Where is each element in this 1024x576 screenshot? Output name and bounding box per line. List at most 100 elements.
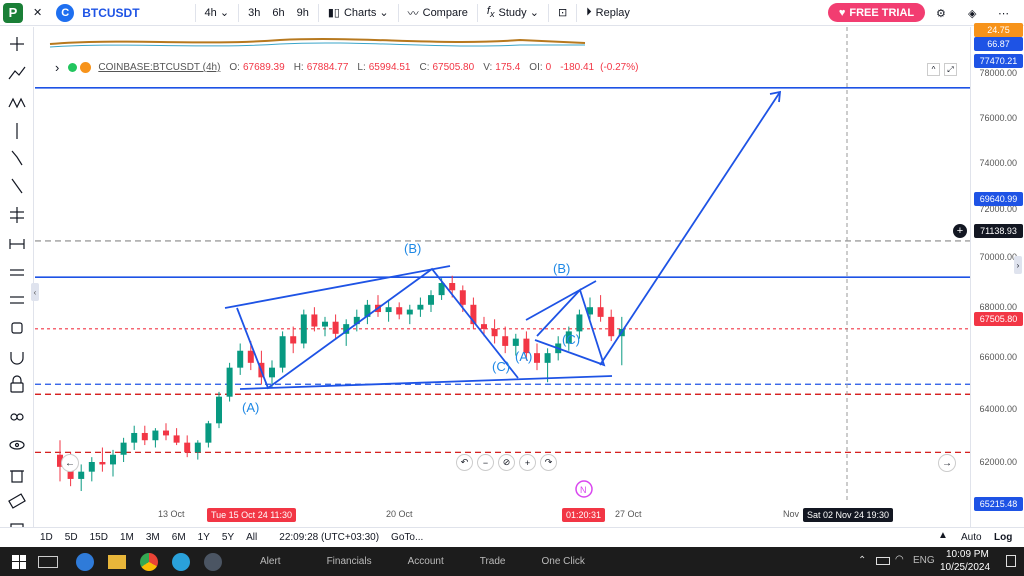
telegram-icon[interactable] — [172, 552, 190, 571]
news-marker-icon[interactable] — [575, 480, 593, 498]
chrome-icon[interactable] — [140, 552, 158, 571]
more-icon[interactable]: ⋯ — [998, 7, 1009, 20]
scroll-left-button[interactable]: ← — [61, 454, 79, 472]
legend-source[interactable]: COINBASE:BTCUSDT (4h) — [98, 62, 221, 73]
elliott-wave-drawing[interactable] — [224, 90, 782, 390]
price-axis[interactable]: 78000.00 76000.00 74000.00 72000.00 7000… — [970, 23, 1024, 527]
regression-tool-icon[interactable] — [10, 269, 24, 276]
range-15d[interactable]: 15D — [89, 532, 108, 543]
small-triangle-top[interactable] — [525, 280, 597, 321]
range-1m[interactable]: 1M — [119, 532, 134, 543]
taskbar-time[interactable]: 10:09 PM — [946, 549, 989, 560]
lock-tool-icon[interactable] — [10, 375, 24, 393]
language-indicator[interactable]: ENG — [913, 555, 935, 566]
wave-path-main[interactable] — [236, 267, 519, 390]
price-tick: 66000.00 — [979, 352, 1017, 362]
candle — [163, 423, 169, 441]
interval-6h-button[interactable]: 6h — [272, 6, 285, 19]
legend-maximize-icon[interactable]: ⤢ — [944, 63, 957, 76]
zoom-in-icon[interactable]: + — [519, 454, 536, 471]
small-wave-path[interactable] — [534, 288, 606, 367]
wifi-icon[interactable]: ◠ — [895, 554, 904, 565]
time-axis[interactable]: 13 Oct 20 Oct 27 Oct Nov Tue 15 Oct 24 1… — [35, 503, 970, 527]
reset-zoom-icon[interactable]: ⊘ — [498, 454, 515, 471]
zigzag-tool-icon[interactable] — [8, 97, 26, 109]
text-tool-icon[interactable] — [10, 296, 24, 304]
legend-minimize-icon[interactable]: ^ — [927, 63, 940, 76]
taskbar-account[interactable]: Account — [407, 556, 444, 567]
legend-collapse-icon[interactable]: › — [55, 60, 60, 75]
taskbar-one-click[interactable]: One Click — [541, 556, 585, 567]
navigator-strip[interactable] — [49, 38, 586, 45]
range-5y[interactable]: 5Y — [221, 532, 235, 543]
eye-tool-icon[interactable] — [9, 440, 25, 450]
candle — [78, 464, 85, 492]
ray-tool-icon[interactable] — [11, 150, 23, 166]
ruler-tool-icon[interactable] — [8, 493, 26, 509]
left-toolbar-collapse-icon[interactable]: ‹ — [31, 283, 39, 301]
interval-4h-dropdown[interactable]: 4h ⌄ — [199, 2, 236, 24]
zoom-out-icon[interactable]: − — [477, 454, 494, 471]
fib-tool-icon[interactable] — [10, 207, 24, 223]
brush-tool-icon[interactable] — [11, 322, 23, 334]
camera-icon[interactable]: ⊡ — [557, 7, 568, 19]
edge-browser-icon[interactable] — [76, 552, 94, 571]
system-tray-up-icon[interactable]: ⌃ — [858, 555, 867, 566]
candle — [205, 420, 212, 448]
big-triangle-bottom-line[interactable] — [239, 375, 613, 390]
price-axis-collapse-icon[interactable]: › — [1014, 256, 1022, 274]
study-button[interactable]: fx Study ⌄ — [486, 5, 539, 20]
trend-line-tool-icon[interactable] — [8, 66, 26, 80]
trading-app-icon[interactable] — [204, 552, 222, 571]
add-alert-plus-icon[interactable]: + — [953, 224, 967, 238]
taskbar-alert[interactable]: Alert — [260, 556, 281, 567]
goto-button[interactable]: GoTo... — [391, 532, 424, 543]
symbol-search-button[interactable]: BTCUSDT — [82, 5, 140, 20]
candle — [470, 297, 477, 329]
file-explorer-icon[interactable] — [108, 554, 126, 569]
candle — [608, 309, 615, 342]
scroll-right-button[interactable]: → — [938, 454, 956, 472]
taskbar-date[interactable]: 10/25/2024 — [940, 562, 991, 573]
range-5d[interactable]: 5D — [64, 532, 78, 543]
charts-type-button[interactable]: ▮▯ Charts ⌄ — [327, 6, 389, 20]
line-segment-tool-icon[interactable] — [11, 178, 23, 194]
windows-start-icon[interactable] — [12, 554, 26, 569]
range-all[interactable]: All — [246, 532, 258, 543]
range-6m[interactable]: 6M — [171, 532, 186, 543]
magnet-tool-icon[interactable] — [10, 352, 24, 365]
compare-button[interactable]: 〰 Compare — [402, 2, 474, 24]
measure-tool-icon[interactable] — [9, 239, 25, 249]
taskbar-financials[interactable]: Financials — [326, 556, 372, 567]
auto-scale-toggle[interactable]: Auto — [961, 532, 982, 543]
range-1y[interactable]: 1Y — [197, 532, 210, 543]
big-triangle-top-line[interactable] — [224, 265, 451, 309]
settings-gear-icon[interactable]: ⚙ — [936, 7, 946, 20]
dropdown-chevron-icon[interactable]: ▲ — [938, 530, 948, 541]
link-tool-icon[interactable] — [10, 413, 24, 421]
crosshair-tool-icon[interactable] — [10, 37, 24, 51]
trash-tool-icon[interactable] — [10, 470, 24, 483]
clock[interactable]: 22:09:28 (UTC+03:30) — [279, 532, 380, 543]
range-3m[interactable]: 3M — [145, 532, 160, 543]
candle — [110, 449, 116, 477]
range-1d[interactable]: 1D — [40, 532, 53, 543]
notification-icon[interactable] — [1006, 555, 1016, 567]
task-view-icon[interactable] — [38, 555, 58, 568]
taskbar-trade[interactable]: Trade — [479, 556, 506, 567]
interval-3h-button[interactable]: 3h — [248, 6, 261, 19]
candle — [332, 314, 339, 339]
interval-9h-button[interactable]: 9h — [296, 6, 309, 19]
redo-icon[interactable]: ↷ — [540, 454, 557, 471]
app-logo[interactable]: P — [3, 2, 23, 23]
battery-icon[interactable] — [876, 557, 890, 565]
close-icon[interactable]: ✕ — [33, 7, 43, 19]
candle — [565, 326, 572, 351]
free-trial-button[interactable]: ♥ FREE TRIAL — [828, 3, 925, 22]
layers-icon[interactable]: ◈ — [968, 7, 977, 20]
undo-icon[interactable]: ↶ — [456, 454, 473, 471]
log-scale-toggle[interactable]: Log — [994, 532, 1013, 543]
replay-button[interactable]: ⏵ Replay — [580, 2, 636, 24]
projection-arrow[interactable] — [599, 91, 781, 366]
